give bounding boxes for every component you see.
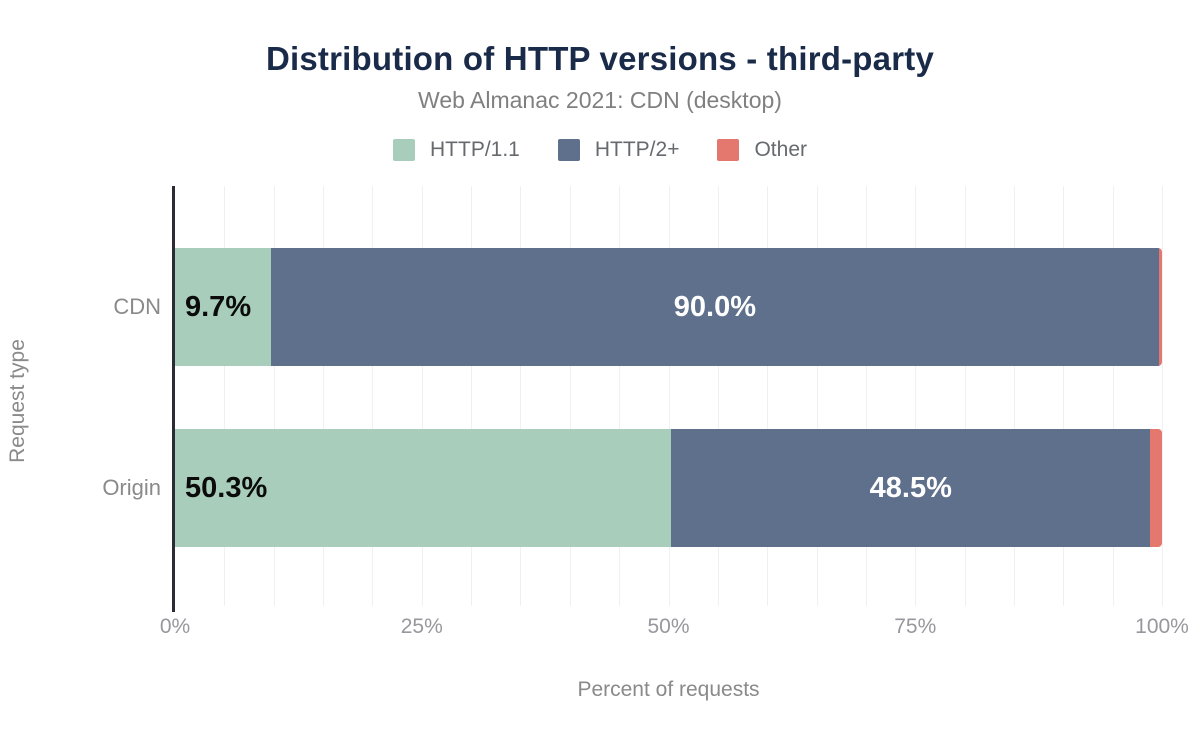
gridline [569,186,571,606]
gridline [323,186,325,606]
gridline [1112,186,1114,606]
category-label-origin: Origin [102,475,161,500]
x-tick-label: 75% [894,615,937,638]
y-axis-line [172,186,175,612]
bar-segment-other [1159,248,1162,366]
gridline [1063,186,1065,606]
gridline [520,186,522,606]
value-label: 48.5% [869,471,952,504]
chart-subtitle: Web Almanac 2021: CDN (desktop) [418,87,782,113]
gridline [1162,186,1163,606]
legend-label: HTTP/2+ [594,138,680,161]
gridline [915,186,917,606]
bar-segment-http-2-: 90.0% [270,248,1160,366]
gridline [816,186,818,606]
category-label-cdn: CDN [113,294,161,319]
gridline [668,186,670,606]
legend-item-other: Other [717,138,807,162]
bar-row-cdn: 9.7% 90.0% [175,248,1162,366]
chart-title: Distribution of HTTP versions - third-pa… [265,40,935,77]
legend-swatch-icon [393,139,415,161]
legend-swatch-icon [557,139,580,161]
legend-swatch-icon [717,139,740,161]
x-tick-label: 0% [159,615,191,638]
x-axis-tick-labels: 0% 25% 50% 75% 100% [160,600,1189,640]
legend-item-http-1-1: HTTP/1.1 [393,138,520,162]
gridline [767,186,769,606]
legend-label: Other [754,138,807,161]
gridline [273,186,275,606]
y-axis-category-labels: CDN Origin [0,186,161,600]
bar-segment-other [1150,429,1162,547]
gridline [717,186,719,606]
x-tick-label: 25% [400,615,443,638]
gridline [421,186,423,606]
gridline [224,186,226,606]
x-axis-title: Percent of requests [577,678,760,701]
bar-segment-http-1-1: 50.3% [175,429,682,547]
bar-row-origin: 50.3% 48.5% [175,429,1162,547]
value-label: 50.3% [185,471,268,504]
x-tick-label: 100% [1135,615,1189,638]
value-label: 9.7% [185,290,252,323]
value-label: 90.0% [673,290,756,323]
gridline [964,186,966,606]
x-tick-label: 50% [647,615,690,638]
legend-label: HTTP/1.1 [430,138,520,161]
gridline [471,186,473,606]
plot-area: 9.7% 90.0% 50.3% 48.5% [172,186,1163,612]
gridline [865,186,867,606]
bar-segment-http-2-: 48.5% [671,429,1151,547]
gridline [372,186,374,606]
gridline [1013,186,1015,606]
legend: HTTP/1.1 HTTP/2+ Other [0,138,1200,162]
gridline [619,186,621,606]
bar-segment-http-1-1: 9.7% [175,248,281,366]
legend-item-http-2-: HTTP/2+ [557,138,680,162]
